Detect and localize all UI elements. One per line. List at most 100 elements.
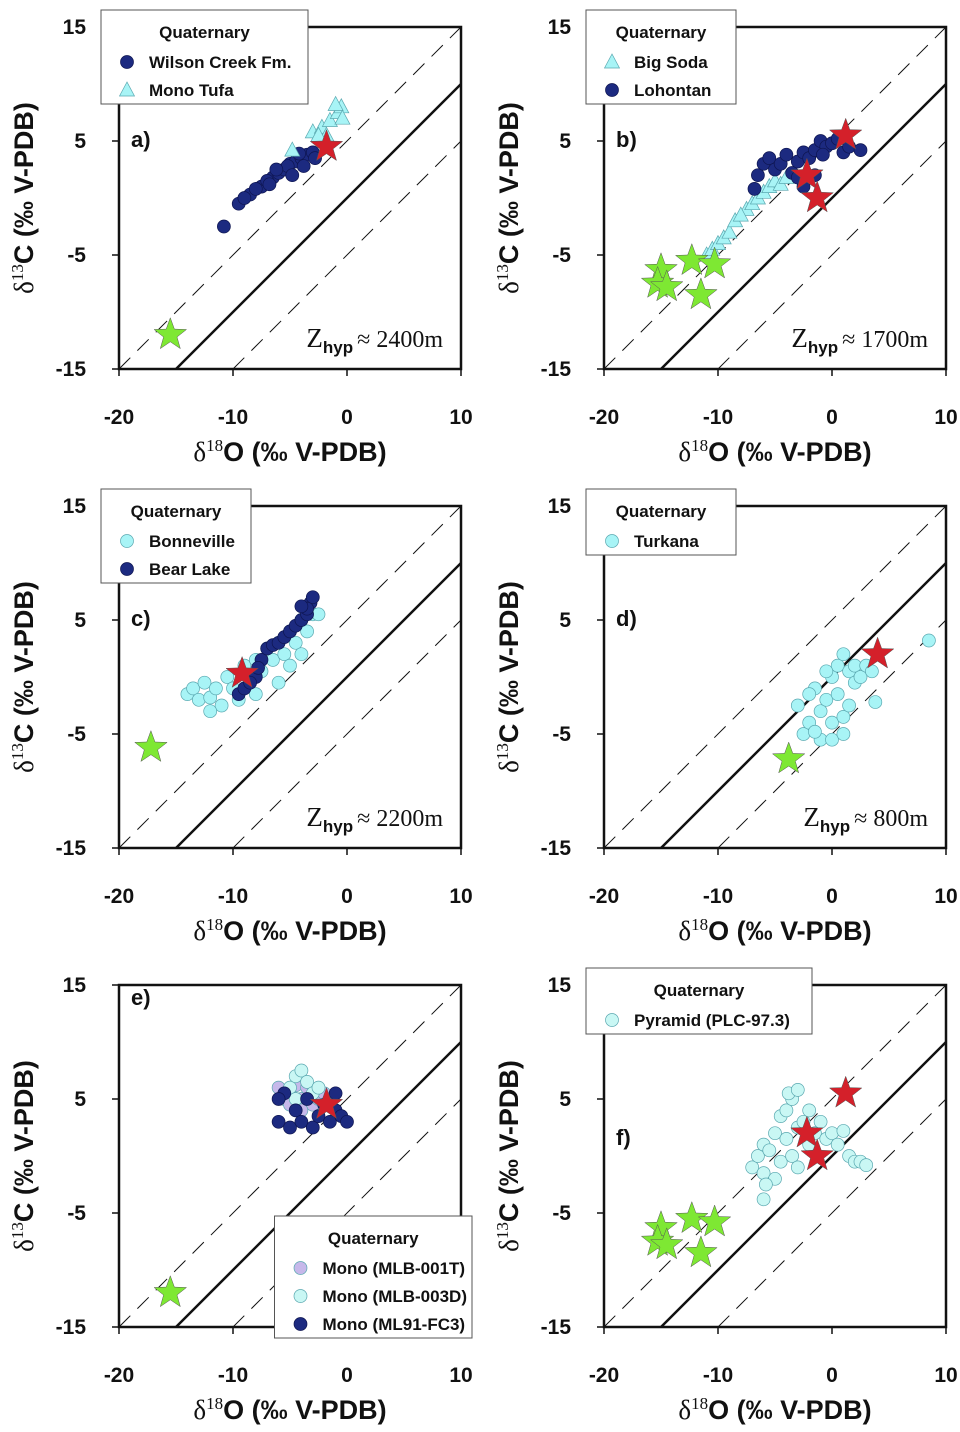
x-tick-label: -10 [703, 1364, 733, 1387]
legend-title: Quaternary [654, 981, 745, 1000]
plot-area [119, 506, 461, 848]
legend-marker [120, 55, 134, 69]
data-point [186, 681, 200, 696]
data-point [830, 1137, 845, 1152]
y-tick-label: 5 [559, 130, 571, 153]
y-tick-label: 15 [63, 495, 87, 518]
x-tick-label: 10 [449, 1364, 472, 1387]
annotation: Zhyp ≈ 1700m [791, 323, 928, 357]
y-tick-label: 5 [74, 1088, 86, 1111]
legend-marker [605, 1013, 619, 1027]
y-axis-label-symbol: δ [9, 760, 39, 773]
data-point [865, 664, 879, 679]
plot-frame [602, 504, 948, 850]
y-tick-label: -5 [552, 1202, 571, 1225]
data-point [285, 168, 300, 183]
one-to-one-line [660, 1041, 946, 1327]
x-axis-label: δ18O (‰ V-PDB) [678, 436, 871, 467]
y-axis-label: δ13C (‰ V-PDB) [8, 1060, 39, 1252]
legend-box [100, 9, 309, 105]
x-axis-label-text: O (‰ V-PDB) [223, 916, 387, 946]
dashed-line [119, 27, 461, 369]
annotation-text: ≈ 2400m [357, 327, 443, 353]
data-point [294, 1063, 309, 1078]
x-axis-label-text: O (‰ V-PDB) [708, 1395, 872, 1425]
star-point [771, 741, 806, 774]
data-point [197, 675, 212, 690]
data-point [825, 1126, 839, 1141]
data-point [271, 1092, 286, 1106]
y-axis-label: δ13C (‰ V-PDB) [493, 102, 524, 294]
legend-title: Quaternary [328, 1229, 419, 1248]
data-point [762, 1143, 777, 1158]
legend-label: Wilson Creek Fm. [149, 53, 292, 72]
star-point [134, 729, 168, 762]
dashed-line [232, 619, 461, 848]
x-tick-label: 10 [449, 885, 472, 908]
legend-marker [603, 53, 621, 69]
legend-marker [120, 534, 134, 548]
legend-label: Pyramid (PLC-97.3) [634, 1011, 790, 1030]
y-axis-label-sup: 13 [493, 743, 512, 760]
legend: Quaternary Mono (MLB-001T) Mono (MLB-003D)… [274, 1215, 473, 1339]
data-point [248, 687, 263, 701]
y-tick-label: 5 [559, 1088, 571, 1111]
data-point [825, 715, 839, 730]
star-point [649, 269, 684, 302]
star-point [790, 157, 824, 190]
y-axis-label-sup: 13 [8, 743, 27, 760]
y-tick-label: 15 [548, 495, 572, 518]
data-point [277, 647, 292, 662]
data-point [836, 727, 851, 741]
x-tick-label: 0 [341, 406, 353, 429]
x-tick-label: 0 [826, 1364, 838, 1387]
annotation-text: ≈ 2200m [357, 806, 443, 832]
x-tick-label: -20 [589, 885, 619, 908]
annotation-sub: hyp [323, 338, 353, 357]
legend-title: Quaternary [616, 23, 707, 42]
data-point [790, 698, 805, 713]
y-tick-label: -5 [67, 1202, 86, 1225]
data-point [294, 1114, 309, 1129]
x-axis-label: δ18O (‰ V-PDB) [193, 1394, 386, 1425]
star-point [828, 1075, 863, 1108]
y-tick-label: -15 [541, 1316, 572, 1339]
legend-label: Mono (MLB-001T) [323, 1259, 466, 1278]
data-point [830, 687, 845, 701]
data-point [334, 109, 351, 125]
star-point [309, 1086, 344, 1120]
y-axis-label-sup: 13 [8, 264, 27, 281]
legend-marker [293, 1261, 308, 1275]
legend-label: Mono Tufa [149, 81, 234, 100]
dashed-line [604, 506, 946, 848]
y-axis-label-text: C (‰ V-PDB) [9, 581, 39, 743]
x-axis-label-sup: 18 [206, 1394, 223, 1413]
data-point [328, 1086, 343, 1101]
plot-frame [602, 25, 948, 371]
x-axis-label: δ18O (‰ V-PDB) [193, 436, 386, 467]
star-point [684, 277, 718, 310]
legend: Quaternary Pyramid (PLC-97.3) [585, 967, 813, 1035]
data-point [288, 1103, 303, 1118]
one-to-one-line [175, 1041, 461, 1327]
panel-label: f) [616, 1125, 631, 1150]
y-axis-label-text: C (‰ V-PDB) [9, 1060, 39, 1222]
data-point [305, 590, 320, 605]
y-axis-label-text: C (‰ V-PDB) [494, 102, 524, 264]
x-tick-label: -10 [703, 885, 733, 908]
dashed-line [119, 506, 461, 848]
data-point [813, 1114, 828, 1129]
x-axis-label-symbol: δ [193, 1395, 206, 1425]
data-point [825, 732, 839, 747]
data-point [217, 219, 231, 234]
x-axis-label: δ18O (‰ V-PDB) [678, 915, 871, 946]
x-axis-label: δ18O (‰ V-PDB) [193, 915, 386, 946]
panel-label: d) [616, 606, 637, 631]
legend-title: Quaternary [131, 502, 222, 521]
y-axis-label: δ13C (‰ V-PDB) [8, 581, 39, 773]
x-axis-label-sup: 18 [206, 915, 223, 934]
